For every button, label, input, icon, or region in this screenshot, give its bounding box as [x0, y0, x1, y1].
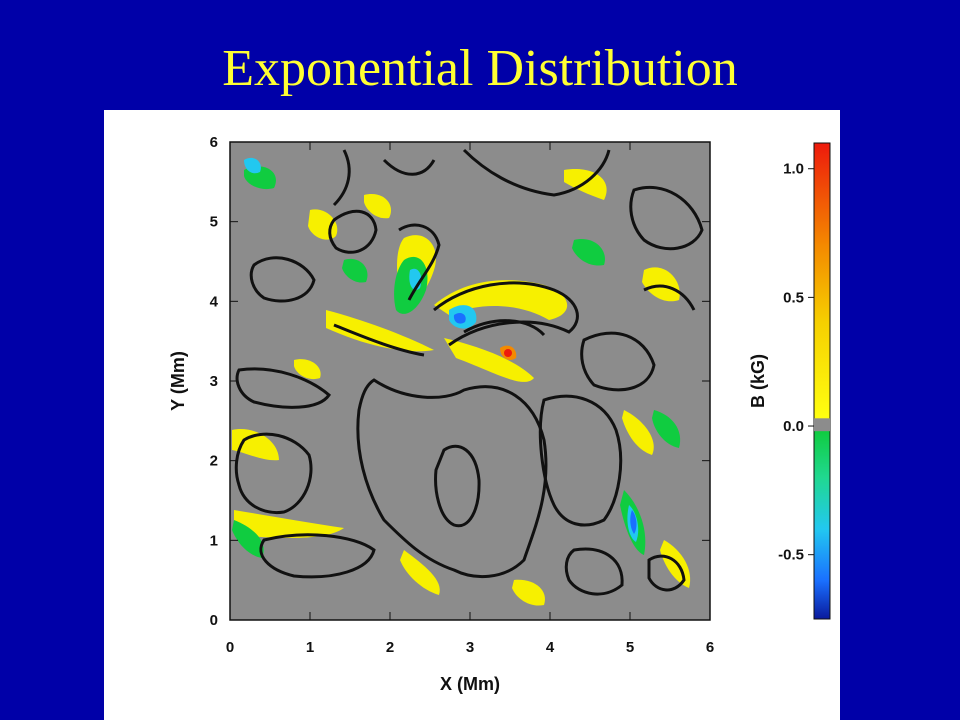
patch-red: [504, 349, 512, 357]
patch-green: [572, 239, 605, 266]
contour-line: [398, 223, 441, 301]
colorbar-zero-band: [814, 418, 830, 432]
patch-green: [652, 410, 681, 448]
patch-cyan: [244, 157, 261, 174]
y-axis: 0 1 2 3 4 5 6: [210, 134, 710, 629]
y-axis-title: Y (Mm): [168, 351, 188, 411]
contour-line: [356, 378, 548, 579]
contour-line: [234, 432, 313, 515]
slide-title: Exponential Distribution: [222, 40, 738, 97]
contour-line: [382, 158, 436, 176]
contour-line: [433, 281, 579, 347]
contour-line: [434, 444, 481, 528]
x-axis-title: X (Mm): [440, 674, 500, 694]
patch-yellow: [642, 267, 680, 302]
colorbar-tick-label: 0.5: [783, 289, 804, 306]
x-tick-label: 0: [226, 639, 234, 656]
x-tick-label: 6: [706, 639, 714, 656]
patch-yellow: [512, 579, 545, 606]
figure-panel: 0 1 2 3 4 5 6 0 1 2 3 4 5 6 X (Mm) Y (Mm) 1.0 0.5 0.0 -…: [104, 110, 840, 720]
colorbar-tick-label: 1.0: [783, 161, 804, 178]
contour-line: [564, 547, 624, 596]
y-tick-label: 3: [210, 373, 218, 390]
x-axis: 0 1 2 3 4 5 6: [226, 142, 714, 656]
patch-yellow: [400, 550, 440, 595]
y-tick-label: 1: [210, 532, 218, 549]
x-tick-label: 5: [626, 639, 634, 656]
contour-line: [332, 149, 351, 207]
x-tick-label: 4: [546, 639, 555, 656]
x-tick-label: 3: [466, 639, 474, 656]
patch-yellow: [364, 194, 392, 219]
patch-yellow: [232, 429, 279, 461]
y-tick-label: 0: [210, 612, 218, 629]
y-tick-label: 6: [210, 134, 218, 151]
patch-yellow: [294, 359, 321, 380]
colorbar-title: B (kG): [748, 354, 768, 408]
contour-line: [462, 148, 611, 197]
patch-yellow: [234, 510, 344, 538]
contour-line: [235, 367, 331, 409]
x-tick-label: 2: [386, 639, 394, 656]
contour-line: [643, 284, 696, 311]
contour-line: [259, 533, 376, 579]
contour-line: [580, 331, 656, 392]
contour-line: [538, 394, 623, 527]
colorbar-tick-label: -0.5: [778, 547, 804, 564]
patch-yellow: [326, 310, 434, 352]
patch-blue: [630, 510, 637, 534]
patch-yellow: [564, 169, 607, 200]
contour-line: [249, 256, 316, 303]
y-tick-label: 2: [210, 453, 218, 470]
patch-yellow: [444, 338, 534, 382]
contour-line: [328, 209, 378, 254]
contour-line: [463, 319, 546, 337]
contour-lines: [234, 148, 704, 596]
y-tick-label: 5: [210, 214, 218, 231]
colorbar-tick-label: 0.0: [783, 418, 804, 435]
patch-green: [232, 520, 264, 558]
magnetic-field-map: 0 1 2 3 4 5 6 0 1 2 3 4 5 6 X (Mm) Y (Mm) 1.0 0.5 0.0 -…: [168, 134, 831, 694]
map-area: [230, 142, 710, 620]
patch-green: [342, 258, 368, 283]
patch-blue: [453, 312, 466, 324]
patch-yellow: [622, 410, 654, 455]
contour-line: [333, 323, 425, 357]
contour-line: [629, 185, 704, 251]
x-tick-label: 1: [306, 639, 314, 656]
colorbar: [813, 142, 831, 620]
y-tick-label: 4: [210, 293, 219, 310]
contour-line: [647, 554, 686, 592]
colorbar-ticks: 1.0 0.5 0.0 -0.5: [778, 161, 814, 564]
